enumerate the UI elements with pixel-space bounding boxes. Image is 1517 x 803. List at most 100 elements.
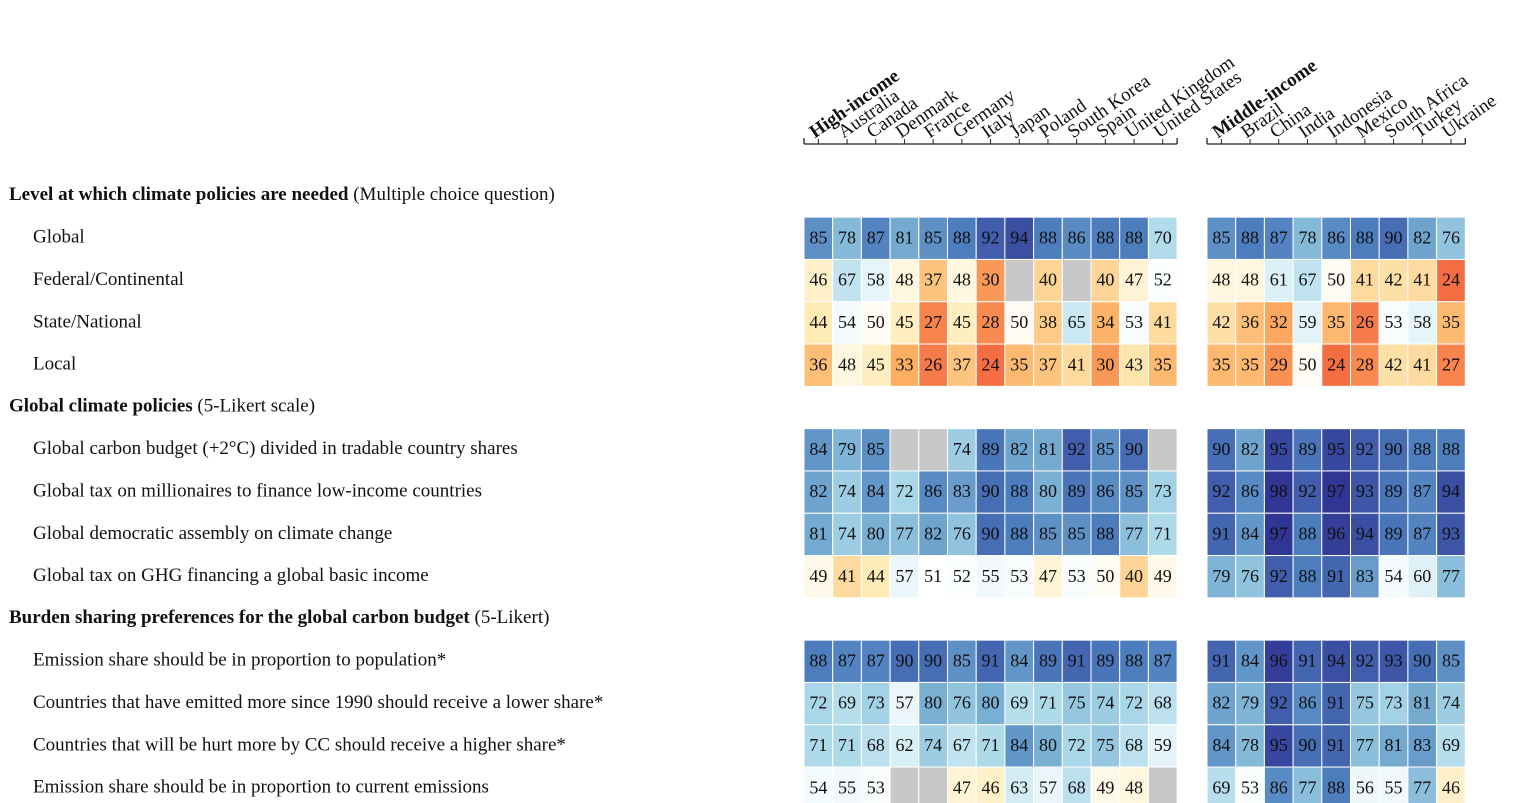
cell-value: 68 [1125,735,1143,755]
cell-value: 48 [1125,777,1143,797]
cell-value: 46 [1442,777,1460,797]
cell [918,258,948,303]
cell-value: 87 [1270,227,1288,247]
cell-value: 86 [1298,693,1316,713]
cell-value: 84 [1241,650,1259,670]
cell-value: 74 [1442,693,1460,713]
cell [1147,258,1178,303]
cell-value: 57 [895,566,913,586]
cell [1292,639,1323,683]
cell [947,428,977,472]
cell-value: 69 [1442,735,1460,755]
cell [1119,555,1149,599]
cell [918,301,948,345]
missing-cell [1004,258,1035,303]
cell-value: 91 [1327,566,1345,586]
cell-value: 59 [1154,735,1172,755]
cell [1436,301,1466,345]
cell [832,216,862,260]
missing-cell [889,428,920,472]
cell-value: 88 [1413,439,1431,459]
cell [1263,766,1294,803]
cell [1407,681,1438,726]
cell-value: 85 [1125,481,1143,501]
missing-cell [889,766,920,803]
cell [1436,766,1466,803]
cell-value: 35 [1212,354,1230,374]
cell-value: 42 [1385,354,1403,374]
cell-value: 74 [838,524,856,544]
cell [1436,512,1466,557]
cell [1061,681,1092,726]
cell-value: 89 [1385,481,1403,501]
cell-value: 29 [1270,354,1288,374]
cell-value: 27 [924,312,942,332]
cell-value: 88 [1356,227,1374,247]
cell [860,639,891,683]
cell-value: 81 [1385,735,1403,755]
cell-value: 38 [1039,312,1057,332]
cell-value: 97 [1327,481,1345,501]
cell-value: 40 [1125,566,1143,586]
cell [1321,258,1352,303]
cell-value: 41 [1154,312,1172,332]
cell-value: 90 [1385,439,1403,459]
cell-value: 81 [1039,439,1057,459]
cell-value: 92 [1356,439,1374,459]
cell-value: 80 [982,693,1000,713]
cell [1061,766,1092,803]
cell-value: 68 [867,735,885,755]
cell-value: 86 [1096,481,1114,501]
cell-value: 36 [809,354,827,374]
cell-value: 84 [1010,650,1028,670]
cell [918,512,948,557]
cell-value: 27 [1442,354,1460,374]
cell [1033,343,1063,387]
cell-value: 74 [924,735,942,755]
cell [1235,301,1265,345]
cell [1147,216,1178,260]
cell-value: 75 [1356,693,1374,713]
cell-value: 91 [1068,650,1086,670]
cell-value: 89 [982,439,1000,459]
cell-value: 44 [867,566,885,586]
cell [1235,639,1265,683]
cell [803,301,834,345]
cell [803,470,834,514]
section-note: (5-Likert scale) [197,396,315,417]
cell-value: 78 [1298,227,1316,247]
cell [918,343,948,387]
cell [1378,766,1409,803]
row-label: Countries that will be hurt more by CC s… [33,734,566,755]
cell-value: 89 [1385,524,1403,544]
cell-value: 57 [1039,777,1057,797]
section-title: Level at which climate policies are need… [9,184,349,205]
cell [1061,512,1092,557]
cell [1263,681,1294,726]
cell [947,766,977,803]
cell-value: 53 [1241,777,1259,797]
cell-value: 55 [982,566,1000,586]
cell-value: 86 [1327,227,1345,247]
cell-value: 77 [1125,524,1143,544]
cell-value: 85 [924,227,942,247]
cell-value: 86 [924,481,942,501]
cell-value: 37 [924,270,942,290]
cell-value: 83 [1356,566,1374,586]
cell-value: 88 [1010,524,1028,544]
cell-value: 58 [867,270,885,290]
cell-value: 47 [953,777,971,797]
cell-value: 94 [1010,227,1028,247]
cell-value: 32 [1270,312,1288,332]
cell [1119,681,1149,726]
cell-value: 84 [1212,735,1230,755]
cell-value: 85 [1096,439,1114,459]
cell [1436,428,1466,472]
cell-value: 94 [1356,524,1374,544]
cell [1033,258,1063,303]
section-note: (Multiple choice question) [353,184,555,205]
cell [832,470,862,514]
cell [1206,555,1237,599]
cell [1263,555,1294,599]
cell [1436,470,1466,514]
